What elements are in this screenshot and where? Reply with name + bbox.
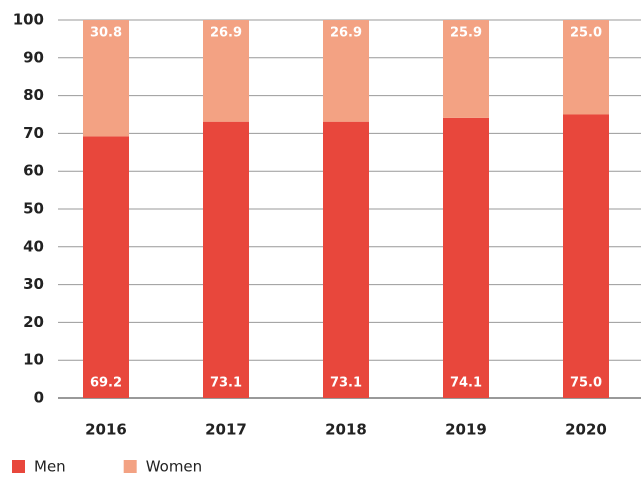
bar-segment bbox=[563, 20, 609, 115]
bar-segment bbox=[323, 121, 369, 398]
bar-segment bbox=[203, 121, 249, 398]
x-tick-label: 2019 bbox=[445, 421, 487, 439]
y-tick-label: 100 bbox=[13, 11, 44, 29]
bar-segment bbox=[83, 20, 129, 137]
x-tick-label: 2020 bbox=[565, 421, 607, 439]
y-tick-label: 50 bbox=[23, 200, 44, 218]
y-tick-label: 40 bbox=[23, 237, 44, 255]
y-tick-label: 90 bbox=[23, 48, 44, 66]
legend-label: Men bbox=[34, 458, 66, 476]
bar-segment bbox=[443, 117, 489, 398]
x-tick-label: 2017 bbox=[205, 421, 247, 439]
bar-segment bbox=[323, 20, 369, 122]
bar-segment bbox=[83, 136, 129, 398]
value-label: 26.9 bbox=[210, 26, 242, 41]
y-tick-label: 70 bbox=[23, 124, 44, 142]
x-tick-label: 2018 bbox=[325, 421, 367, 439]
value-label: 69.2 bbox=[90, 376, 122, 391]
value-label: 26.9 bbox=[330, 26, 362, 41]
y-tick-label: 0 bbox=[34, 389, 44, 407]
bar-segment bbox=[563, 114, 609, 398]
y-tick-label: 30 bbox=[23, 275, 44, 293]
bar-segment bbox=[203, 20, 249, 122]
value-label: 75.0 bbox=[570, 376, 602, 391]
value-label: 74.1 bbox=[450, 376, 482, 391]
y-tick-label: 10 bbox=[23, 351, 44, 369]
legend-swatch bbox=[12, 460, 25, 473]
value-label: 73.1 bbox=[210, 376, 242, 391]
legend-swatch bbox=[123, 460, 137, 473]
value-label: 25.9 bbox=[450, 26, 482, 41]
value-label: 73.1 bbox=[330, 376, 362, 391]
y-tick-label: 60 bbox=[23, 162, 44, 180]
x-tick-label: 2016 bbox=[85, 421, 127, 439]
y-tick-label: 80 bbox=[23, 86, 44, 104]
bar-segment bbox=[443, 20, 489, 118]
y-tick-label: 20 bbox=[23, 313, 44, 331]
legend-label: Women bbox=[146, 458, 202, 476]
value-label: 25.0 bbox=[570, 26, 602, 41]
value-label: 30.8 bbox=[90, 26, 122, 41]
